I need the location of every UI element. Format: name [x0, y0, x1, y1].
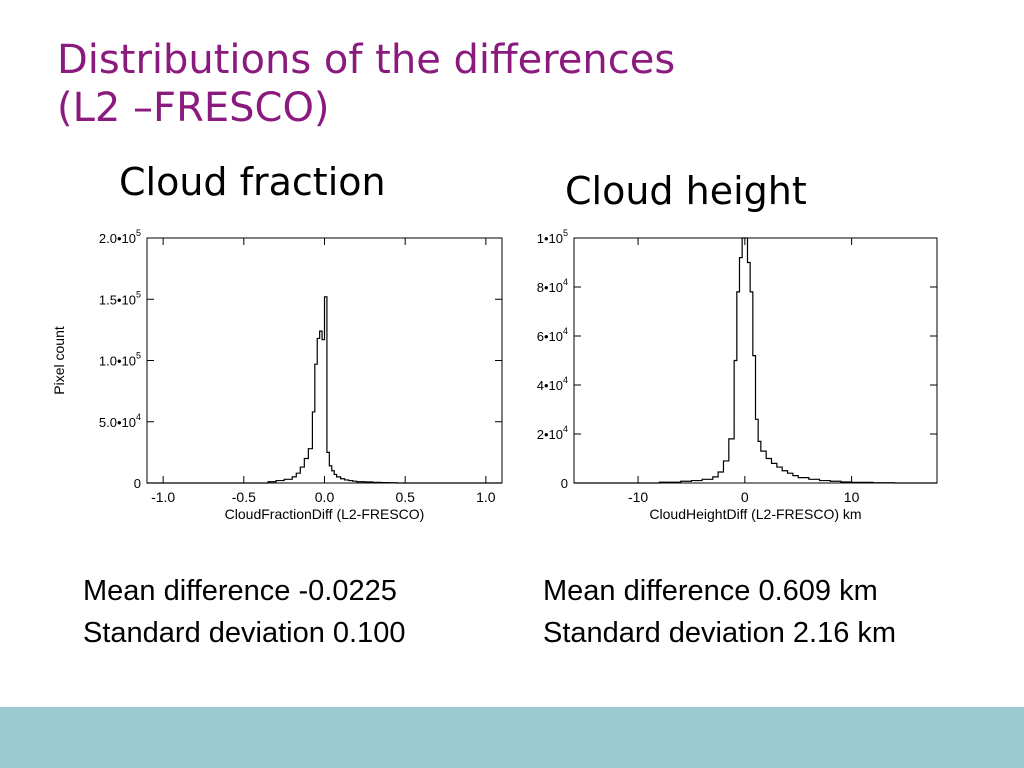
chart-1-y-tick-label: 1•105 — [537, 228, 568, 246]
chart-1-y-tick-label: 4•104 — [537, 375, 568, 393]
chart-0-y-tick-label: 2.0•105 — [99, 228, 141, 246]
chart-1-y-tick-label: 6•104 — [537, 326, 568, 344]
cloud-fraction-stddev: Standard deviation 0.100 — [83, 617, 406, 649]
chart-1-x-tick-label: 10 — [844, 489, 860, 505]
chart-1-x-axis-label: CloudHeightDiff (L2-FRESCO) km — [649, 506, 861, 522]
chart-0-x-tick-label: 1.0 — [476, 489, 496, 505]
chart-0-y-tick-label: 0 — [134, 476, 141, 491]
cloud-height-heading: Cloud height — [565, 169, 807, 213]
chart-1-frame — [573, 237, 938, 484]
cloud-height-stats: Mean difference 0.609 km Standard deviat… — [543, 570, 896, 654]
cloud-height-histogram: -10 0 10 0 2•104 4•104 6•104 8•104 1•105 CloudHei… — [537, 228, 938, 522]
chart-0-x-tick-label: -1.0 — [151, 489, 175, 505]
slide-title: Distributions of the differences (L2 –FR… — [57, 36, 675, 132]
chart-1-y-tick-label: 2•104 — [537, 424, 568, 442]
chart-1-y-tick-label: 0 — [561, 476, 568, 491]
chart-1-x-tick-label: 0 — [741, 489, 749, 505]
chart-0-y-tick-label: 1.5•105 — [99, 289, 141, 307]
chart-1-y-tick-label: 8•104 — [537, 277, 568, 295]
cloud-height-stddev: Standard deviation 2.16 km — [543, 617, 897, 649]
chart-0-histogram-line — [147, 296, 502, 484]
cloud-fraction-histogram: -1.0 -0.5 0.0 0.5 1.0 0 5.0•104 1.0•105 1.5•105 2… — [51, 228, 503, 522]
chart-0-x-tick-label: 0.5 — [395, 489, 415, 505]
cloud-fraction-mean: Mean difference -0.0225 — [83, 575, 397, 607]
chart-0-y-tick-label: 1.0•105 — [99, 351, 141, 369]
chart-0-y-tick-label: 5.0•104 — [99, 412, 141, 430]
chart-0-x-axis-label: CloudFractionDiff (L2-FRESCO) — [225, 506, 425, 522]
chart-1-histogram-line — [574, 237, 937, 484]
chart-0-frame — [146, 237, 503, 484]
footer-band — [0, 707, 1024, 768]
cloud-fraction-stats: Mean difference -0.0225 Standard deviati… — [83, 570, 405, 654]
chart-1-x-tick-label: -10 — [628, 489, 648, 505]
slide-title-line2: (L2 –FRESCO) — [57, 85, 330, 131]
slide-title-line1: Distributions of the differences — [57, 37, 676, 83]
cloud-height-mean: Mean difference 0.609 km — [543, 575, 878, 607]
chart-0-x-tick-label: 0.0 — [315, 489, 335, 505]
cloud-fraction-heading: Cloud fraction — [119, 160, 386, 204]
chart-0-x-tick-label: -0.5 — [232, 489, 256, 505]
chart-0-y-axis-label: Pixel count — [51, 326, 67, 395]
